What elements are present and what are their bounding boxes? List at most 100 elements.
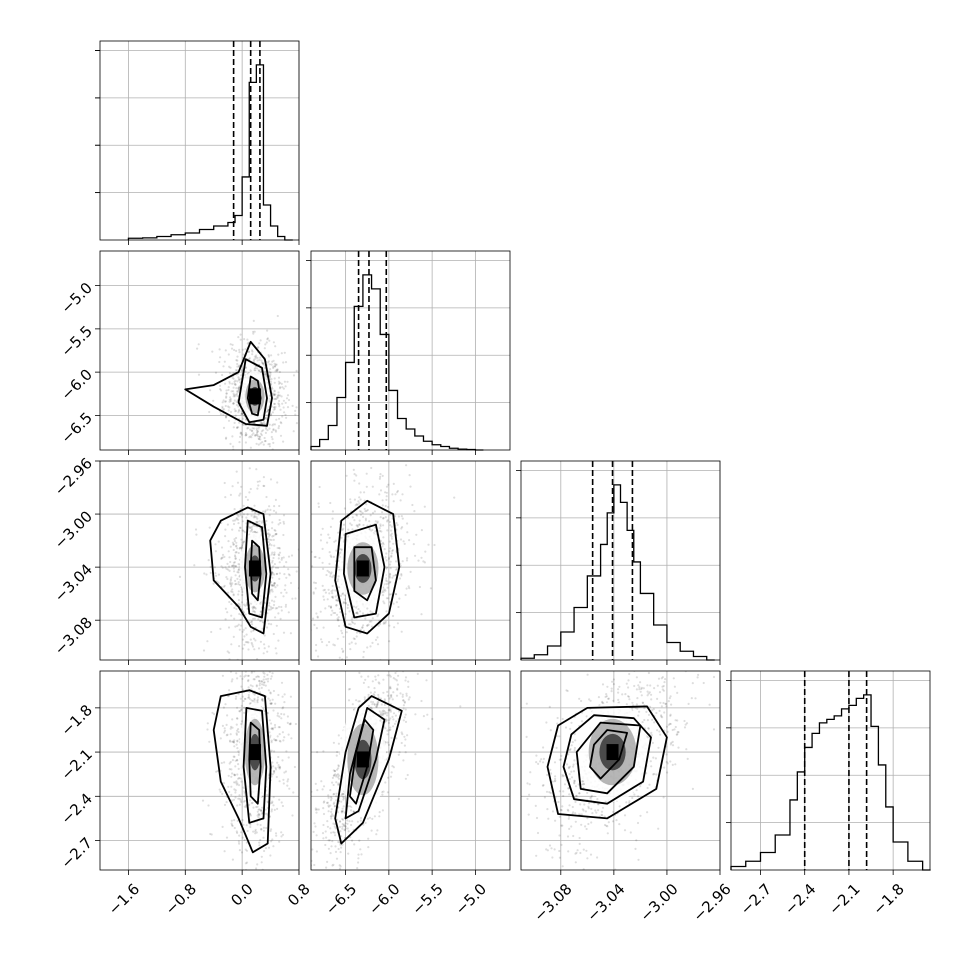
sample-point bbox=[342, 823, 346, 826]
sample-point bbox=[237, 693, 240, 696]
sample-point bbox=[305, 583, 307, 585]
sample-point bbox=[632, 663, 634, 665]
sample-point bbox=[236, 390, 239, 393]
sample-point bbox=[230, 819, 233, 822]
sample-point bbox=[222, 399, 225, 402]
sample-point bbox=[275, 624, 278, 627]
scatter-panel-2-3 bbox=[295, 460, 511, 661]
sample-point bbox=[295, 556, 297, 558]
sample-point bbox=[541, 878, 543, 880]
sample-point bbox=[258, 679, 261, 683]
sample-point bbox=[307, 607, 309, 609]
sample-point bbox=[351, 839, 354, 842]
sample-point bbox=[270, 702, 273, 705]
sample-point bbox=[574, 800, 577, 804]
sample-point bbox=[376, 829, 379, 832]
sample-point bbox=[381, 474, 384, 477]
sample-point bbox=[330, 555, 333, 559]
sample-point bbox=[263, 611, 266, 614]
sample-point bbox=[351, 528, 354, 531]
sample-point bbox=[573, 782, 576, 785]
sample-point bbox=[388, 581, 392, 584]
sample-point bbox=[348, 642, 351, 646]
sample-point bbox=[277, 726, 280, 729]
sample-point bbox=[277, 376, 281, 379]
sample-point bbox=[373, 510, 376, 513]
sample-point bbox=[242, 540, 246, 543]
sample-point bbox=[254, 828, 257, 831]
sample-point bbox=[313, 863, 316, 867]
sample-point bbox=[257, 443, 260, 446]
sample-point bbox=[567, 753, 570, 756]
sample-point bbox=[238, 421, 241, 424]
sample-point bbox=[360, 853, 363, 856]
sample-point bbox=[255, 442, 258, 445]
sample-point bbox=[235, 672, 238, 675]
sample-point bbox=[237, 386, 240, 389]
sample-point bbox=[420, 556, 423, 559]
sample-point bbox=[394, 568, 398, 571]
sample-point bbox=[275, 572, 278, 576]
sample-point bbox=[227, 568, 230, 571]
scatter-panel-2-4 bbox=[310, 640, 511, 892]
sample-point bbox=[336, 768, 339, 771]
sample-point bbox=[359, 610, 362, 613]
sample-point bbox=[351, 621, 355, 624]
sample-point bbox=[283, 693, 286, 696]
sample-point bbox=[236, 782, 239, 785]
sample-point bbox=[270, 808, 273, 811]
sample-point bbox=[326, 695, 328, 697]
sample-point bbox=[386, 733, 389, 736]
sample-point bbox=[382, 543, 385, 546]
sample-point bbox=[278, 733, 281, 736]
sample-point bbox=[258, 687, 261, 690]
sample-point bbox=[334, 827, 337, 830]
sample-point bbox=[219, 356, 222, 359]
sample-point bbox=[226, 611, 229, 614]
sample-point bbox=[669, 714, 672, 717]
sample-point bbox=[271, 761, 274, 764]
sample-point bbox=[366, 624, 369, 627]
sample-point bbox=[214, 550, 217, 553]
sample-point bbox=[322, 890, 324, 892]
sample-point bbox=[351, 703, 354, 706]
sample-point bbox=[250, 528, 254, 531]
sample-point bbox=[379, 640, 381, 642]
sample-point bbox=[258, 425, 261, 428]
sample-point bbox=[251, 427, 254, 430]
sample-point bbox=[249, 446, 252, 449]
sample-point bbox=[217, 573, 220, 576]
sample-point bbox=[230, 785, 233, 788]
sample-point bbox=[240, 374, 243, 377]
sample-point bbox=[231, 678, 234, 681]
sample-point bbox=[379, 475, 382, 478]
sample-point bbox=[251, 645, 255, 648]
sample-point bbox=[358, 496, 361, 499]
sample-point bbox=[358, 700, 361, 703]
sample-point bbox=[306, 394, 308, 396]
sample-point bbox=[245, 861, 249, 864]
sample-point bbox=[260, 828, 263, 831]
sample-point bbox=[712, 675, 716, 679]
sample-point bbox=[250, 525, 254, 529]
sample-point bbox=[231, 343, 234, 346]
sample-point bbox=[390, 554, 393, 557]
sample-point bbox=[237, 728, 240, 731]
sample-point bbox=[277, 605, 281, 608]
sample-point bbox=[333, 774, 336, 777]
sample-point bbox=[268, 544, 271, 547]
sample-point bbox=[240, 722, 243, 726]
sample-point bbox=[258, 841, 261, 844]
sample-point bbox=[272, 632, 275, 636]
sample-point bbox=[270, 727, 273, 730]
sample-point bbox=[670, 703, 673, 706]
sample-point bbox=[231, 740, 234, 743]
sample-point bbox=[400, 630, 403, 633]
sample-point bbox=[283, 565, 286, 568]
sample-point bbox=[320, 533, 323, 536]
sample-point bbox=[273, 381, 276, 384]
sample-point bbox=[384, 491, 387, 494]
sample-point bbox=[389, 580, 392, 584]
sample-point bbox=[262, 671, 265, 674]
sample-point bbox=[363, 491, 366, 494]
